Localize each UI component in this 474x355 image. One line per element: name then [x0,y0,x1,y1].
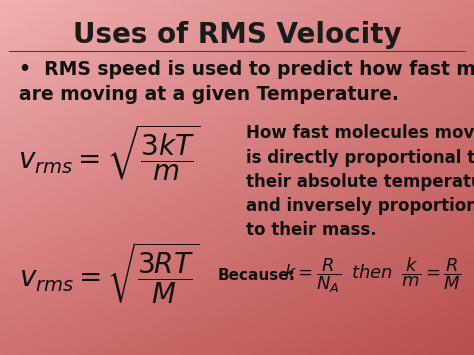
Text: Because:: Because: [218,268,296,283]
Text: $v_{rms} = \sqrt{\dfrac{3kT}{m}}$: $v_{rms} = \sqrt{\dfrac{3kT}{m}}$ [18,122,200,183]
Text: Uses of RMS Velocity: Uses of RMS Velocity [73,21,401,49]
Text: $k = \dfrac{R}{N_A}\;\; then \;\; \dfrac{k}{m} = \dfrac{R}{M}$: $k = \dfrac{R}{N_A}\;\; then \;\; \dfrac… [284,255,462,295]
Text: How fast molecules move
is directly proportional to
their absolute temperature
a: How fast molecules move is directly prop… [246,124,474,240]
Text: •  RMS speed is used to predict how fast molecules
are moving at a given Tempera: • RMS speed is used to predict how fast … [19,60,474,104]
Text: $v_{rms} = \sqrt{\dfrac{3RT}{M}}$: $v_{rms} = \sqrt{\dfrac{3RT}{M}}$ [19,241,199,306]
